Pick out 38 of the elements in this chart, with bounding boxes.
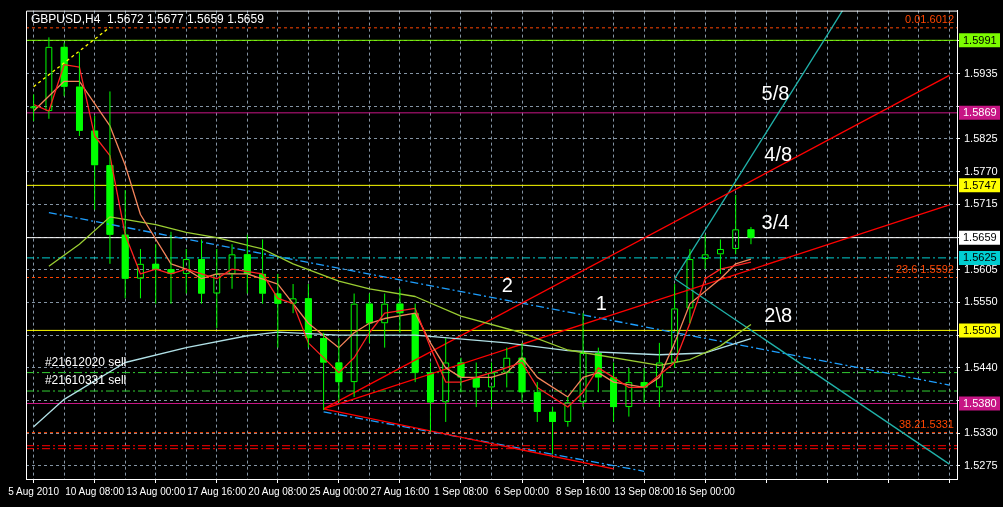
ref-line-label: 1.5503	[963, 323, 997, 336]
x-tick-label: 10 Aug 08:00	[65, 485, 125, 497]
x-tick-label: 20 Aug 08:00	[248, 485, 308, 497]
annotation: 5/8	[761, 81, 790, 104]
x-tick-label: 8 Sep 16:00	[556, 485, 611, 497]
x-tick-label: 13 Aug 00:00	[126, 485, 186, 497]
y-tick-label: 1.5275	[964, 458, 998, 471]
y-tick-label: 1.5550	[964, 295, 998, 308]
x-tick-label: 1 Sep 08:00	[434, 485, 489, 497]
x-tick-label: 27 Aug 16:00	[370, 485, 430, 497]
annotation: 4/8	[764, 142, 793, 165]
y-tick-label: 1.5770	[964, 164, 998, 177]
ref-line-label: 1.5747	[963, 178, 997, 191]
y-tick-label: 1.5825	[964, 132, 998, 145]
x-tick-label: 5 Aug 2010	[8, 485, 60, 497]
annotation: 2\8	[764, 303, 793, 326]
x-tick-label: 17 Aug 16:00	[187, 485, 247, 497]
x-tick-label: 6 Sep 00:00	[495, 485, 550, 497]
ref-line-label: 1.5991	[963, 33, 997, 46]
ref-line-label: 38.21.5331	[898, 418, 954, 431]
annotation: 1	[595, 292, 607, 315]
annotation: 3/4	[761, 211, 790, 234]
ref-line-label: 1.5659	[963, 231, 997, 244]
x-tick-label: 25 Aug 00:00	[309, 485, 369, 497]
annotation: 2	[501, 274, 513, 297]
ref-line-label: 1.5625	[963, 251, 997, 264]
ref-line-label: 23.6 1.5592	[895, 263, 954, 276]
x-tick-label: 16 Sep 00:00	[675, 485, 736, 497]
y-tick-label: 1.5715	[964, 197, 998, 210]
y-tick-label: 1.5440	[964, 360, 998, 373]
y-tick-label: 1.5330	[964, 426, 998, 439]
y-tick-label: 1.5605	[964, 262, 998, 275]
ref-line-label: 1.5869	[963, 106, 997, 119]
ref-line-label: 0.01.6012	[905, 13, 954, 26]
x-tick-label: 13 Sep 08:00	[614, 485, 675, 497]
ref-line-label: 1.5380	[963, 397, 997, 410]
chart-title: GBPUSD,H4 1.5672 1.5677 1.5659 1.5659	[31, 11, 265, 26]
y-tick-label: 1.5935	[964, 66, 998, 79]
